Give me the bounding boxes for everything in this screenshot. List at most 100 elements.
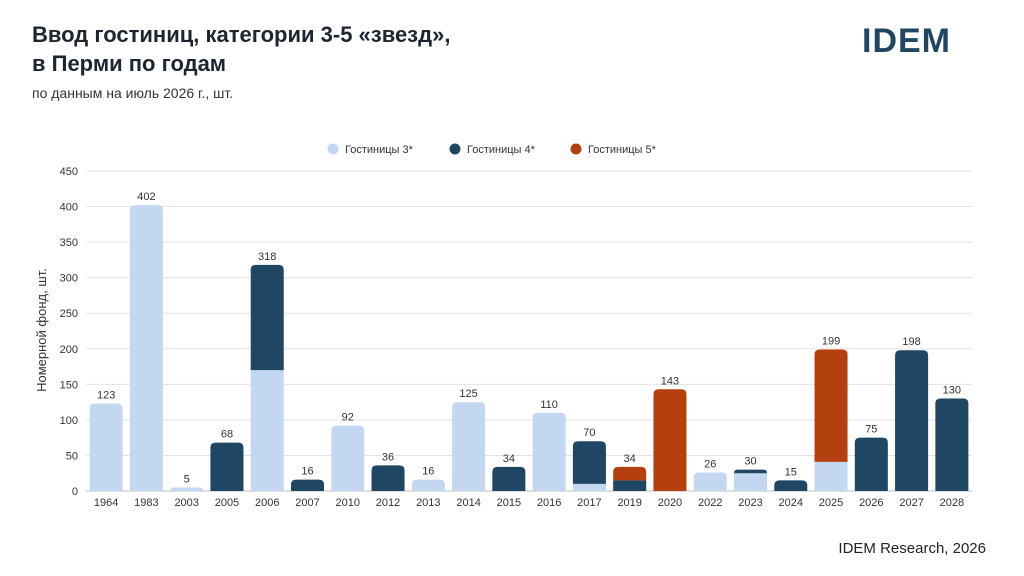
x-tick-label: 2015 xyxy=(497,497,521,509)
idem-logo: IDEM xyxy=(862,22,951,60)
bar-segment xyxy=(129,205,163,491)
x-tick-label: 2007 xyxy=(295,497,319,509)
bar-total-label: 110 xyxy=(540,399,558,411)
bar-segment xyxy=(411,479,445,491)
x-tick-label: 2014 xyxy=(456,497,480,509)
legend-marker xyxy=(327,143,339,155)
bar-segment xyxy=(331,425,365,491)
x-tick-label: 2028 xyxy=(940,497,964,509)
bar-total-label: 402 xyxy=(137,191,155,203)
y-tick-label: 250 xyxy=(60,308,78,320)
bar-total-label: 130 xyxy=(943,385,961,397)
y-tick-label: 450 xyxy=(60,166,78,178)
bar-segment xyxy=(532,412,566,491)
y-tick-label: 200 xyxy=(60,344,78,356)
bar-total-label: 70 xyxy=(583,427,595,439)
x-tick-label: 2006 xyxy=(255,497,279,509)
bar-segment xyxy=(814,349,848,462)
bar-segment xyxy=(854,437,888,491)
bar-total-label: 123 xyxy=(97,390,115,402)
bar-segment xyxy=(814,461,848,491)
y-tick-label: 400 xyxy=(60,202,78,214)
x-tick-label: 2016 xyxy=(537,497,561,509)
bar-total-label: 68 xyxy=(221,429,233,441)
bar-segment xyxy=(895,350,929,491)
bar-total-label: 143 xyxy=(661,375,679,387)
x-axis: 1964 1983 2003 2005 2006 2007 2010 2012 2013 2014… xyxy=(94,497,964,509)
y-tick-label: 150 xyxy=(60,379,78,391)
bar-total-label: 15 xyxy=(785,466,797,478)
x-tick-label: 2017 xyxy=(577,497,601,509)
bar-segment xyxy=(774,480,808,491)
y-axis-title: Номерной фонд, шт. xyxy=(34,268,49,392)
bar-segment xyxy=(653,389,687,491)
bar-segment xyxy=(935,398,969,491)
y-tick-label: 350 xyxy=(60,237,78,249)
x-tick-label: 2003 xyxy=(174,497,198,509)
x-tick-label: 2005 xyxy=(215,497,239,509)
bar-total-label: 198 xyxy=(902,336,920,348)
y-tick-label: 100 xyxy=(60,415,78,427)
legend-label: Гостиницы 5* xyxy=(588,144,657,156)
bar-total-label: 199 xyxy=(822,335,840,347)
bar-segment xyxy=(492,466,526,491)
bar-segment xyxy=(89,403,123,491)
y-tick-label: 50 xyxy=(66,450,78,462)
bar-total-label: 5 xyxy=(184,473,190,485)
bar-segment xyxy=(290,479,325,491)
x-tick-label: 1983 xyxy=(134,497,158,509)
y-tick-label: 300 xyxy=(60,273,78,285)
source-note: IDEM Research, 2026 xyxy=(838,540,986,557)
bar-segment xyxy=(250,264,284,371)
legend-label: Гостиницы 3* xyxy=(345,144,414,156)
bar-segment xyxy=(250,370,284,491)
legend-label: Гостиницы 4* xyxy=(467,144,536,156)
bar-total-label: 75 xyxy=(865,424,877,436)
x-tick-label: 2026 xyxy=(859,497,883,509)
bar-total-label: 125 xyxy=(459,388,477,400)
x-tick-label: 2020 xyxy=(658,497,682,509)
bar-total-label: 318 xyxy=(258,251,276,263)
bar-segment xyxy=(210,442,244,491)
bar-segment xyxy=(572,441,606,484)
bar-total-label: 34 xyxy=(624,453,636,465)
y-tick-label: 0 xyxy=(72,486,78,498)
bar-segment xyxy=(733,469,768,474)
bar-segment xyxy=(613,466,647,481)
chart-title: Ввод гостиниц, категории 3-5 «звезд», в … xyxy=(32,20,450,78)
bar-total-label: 34 xyxy=(503,453,515,465)
x-tick-label: 2010 xyxy=(336,497,360,509)
x-tick-label: 2012 xyxy=(376,497,400,509)
x-tick-label: 1964 xyxy=(94,497,118,509)
title-line-1: Ввод гостиниц, категории 3-5 «звезд», xyxy=(32,22,451,47)
bar-segment xyxy=(572,483,606,491)
bar-total-label: 26 xyxy=(704,459,716,471)
bar-segment xyxy=(693,472,727,491)
bar-segment xyxy=(170,487,204,491)
bar-segment xyxy=(733,473,768,491)
bar-total-label: 16 xyxy=(301,466,313,478)
bar-total-label: 16 xyxy=(422,466,434,478)
legend-marker xyxy=(449,143,461,155)
bar-total-label: 92 xyxy=(342,412,354,424)
bar-segment xyxy=(371,465,405,491)
bars xyxy=(89,205,969,491)
data-labels: 123 402 5 68 318 16 92 36 16 125 34 110 70 34 143 26 30 1… xyxy=(97,191,961,485)
legend-marker xyxy=(570,143,582,155)
x-tick-label: 2025 xyxy=(819,497,843,509)
legend: Гостиницы 3* Гостиницы 4* Гостиницы 5* xyxy=(327,143,657,156)
chart-subtitle: по данным на июль 2026 г., шт. xyxy=(32,85,234,101)
bar-total-label: 36 xyxy=(382,451,394,463)
y-axis: 0 50 100 150 200 250 300 350 400 450 xyxy=(60,166,78,498)
x-tick-label: 2027 xyxy=(899,497,923,509)
bar-total-label: 30 xyxy=(744,456,756,468)
x-tick-label: 2023 xyxy=(738,497,762,509)
x-tick-label: 2019 xyxy=(617,497,641,509)
bar-segment xyxy=(613,480,647,491)
bar-segment xyxy=(452,402,486,491)
x-tick-label: 2024 xyxy=(779,497,803,509)
x-tick-label: 2022 xyxy=(698,497,722,509)
x-tick-label: 2013 xyxy=(416,497,440,509)
title-line-2: в Перми по годам xyxy=(32,51,227,76)
